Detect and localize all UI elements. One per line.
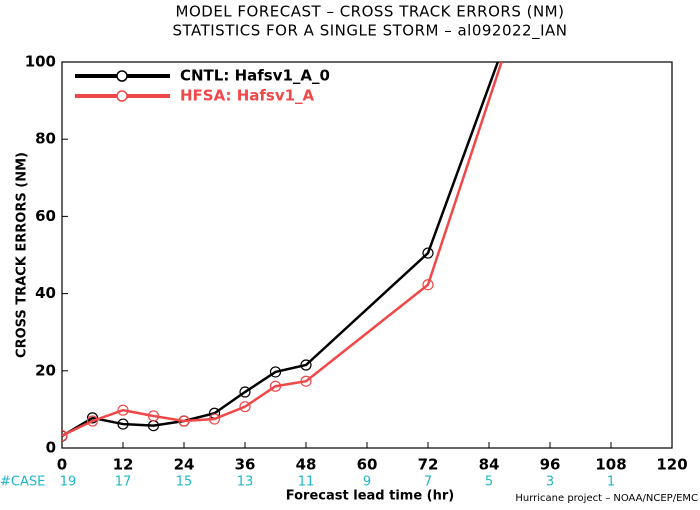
- legend-label: HFSA: Hafsv1_A: [180, 87, 315, 105]
- case-count: 1: [607, 475, 615, 490]
- x-tick-label: 24: [174, 456, 195, 474]
- x-tick-label: 120: [656, 456, 687, 474]
- case-count: 13: [237, 475, 254, 490]
- y-tick-label: 60: [35, 207, 56, 225]
- x-tick-label: 0: [57, 456, 67, 474]
- plot-area: [62, 62, 503, 442]
- y-tick-label: 40: [35, 284, 56, 302]
- point: [208, 413, 221, 425]
- point: [422, 279, 434, 291]
- series-line: [62, 62, 500, 438]
- point: [86, 415, 99, 427]
- point: [300, 359, 312, 371]
- point: [147, 410, 160, 422]
- point: [269, 380, 282, 392]
- footer: Hurricane project – NOAA/NCEP/EMC: [515, 493, 698, 504]
- case-count: 17: [115, 475, 132, 490]
- point: [422, 247, 434, 259]
- x-tick-label: 84: [479, 456, 500, 474]
- x-tick-label: 72: [418, 456, 439, 474]
- point: [117, 404, 129, 416]
- y-tick-label: 0: [46, 439, 56, 457]
- case-count: 7: [424, 475, 432, 490]
- x-axis-label: Forecast lead time (hr): [286, 489, 454, 504]
- point: [239, 401, 251, 413]
- y-tick-label: 20: [35, 361, 56, 379]
- x-tick-label: 48: [296, 456, 317, 474]
- legend-marker: [116, 70, 128, 82]
- x-tick-label: 108: [595, 456, 626, 474]
- plot-frame: [61, 61, 673, 449]
- y-tick-label: 100: [25, 53, 56, 71]
- point: [300, 375, 312, 387]
- point: [62, 430, 68, 442]
- point: [178, 415, 190, 427]
- y-tick-label: 80: [35, 130, 56, 148]
- series-line: [62, 62, 503, 437]
- x-tick-label: 36: [235, 456, 256, 474]
- point: [239, 386, 251, 398]
- case-count: 15: [176, 475, 193, 490]
- case-count: 9: [363, 475, 371, 490]
- case-count: 3: [546, 475, 554, 490]
- case-label: #CASE: [0, 475, 45, 490]
- case-count: 11: [298, 475, 315, 490]
- point: [117, 418, 129, 430]
- x-tick-label: 96: [540, 456, 561, 474]
- case-count: 5: [485, 475, 493, 490]
- x-tick-label: 60: [357, 456, 378, 474]
- x-tick-label: 12: [113, 456, 134, 474]
- y-axis-label: CROSS TRACK ERRORS (NM): [15, 152, 30, 358]
- chart-subtitle: STATISTICS FOR A SINGLE STORM – al092022…: [172, 22, 567, 41]
- point: [269, 366, 282, 378]
- case-count: 19: [60, 475, 77, 490]
- legend-label: CNTL: Hafsv1_A_0: [180, 67, 330, 85]
- legend-marker: [116, 90, 128, 102]
- chart-title: MODEL FORECAST – CROSS TRACK ERRORS (NM): [176, 3, 565, 21]
